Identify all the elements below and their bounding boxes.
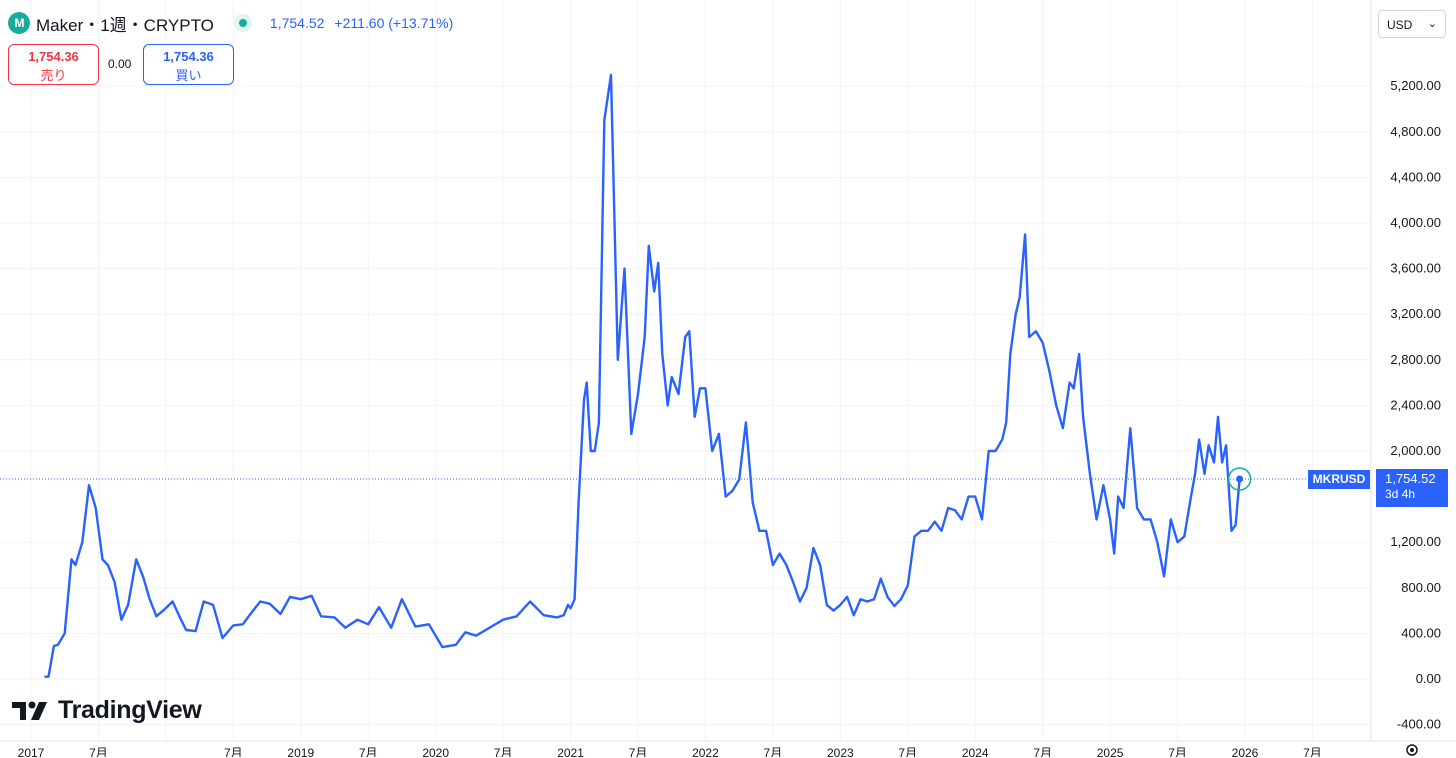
tradingview-brand[interactable]: TradingView	[12, 696, 202, 725]
symbol-tag: MKRUSD	[1308, 470, 1370, 489]
y-tick-label: 3,200.00	[1390, 306, 1441, 321]
price-axis[interactable]: 5,200.00 4,800.00 4,400.00 4,000.00 3,600.00…	[1390, 78, 1441, 731]
y-tick-label: 5,200.00	[1390, 78, 1441, 93]
x-tick-label: 7月	[89, 746, 108, 757]
last-price: 1,754.52	[269, 15, 325, 31]
symbol-title[interactable]: Maker・1週・CRYPTO	[36, 15, 214, 35]
currency-value: USD	[1387, 18, 1413, 32]
symbol-legend: M Maker・1週・CRYPTO 1,754.52 +211.60 (+13.…	[8, 10, 453, 36]
y-tick-label: 2,800.00	[1390, 352, 1441, 367]
buy-button[interactable]: 1,754.36 買い	[143, 44, 234, 85]
y-tick-label: 400.00	[1401, 625, 1441, 640]
chevron-down-icon: ⌄	[1427, 18, 1437, 30]
chart-grid	[0, 0, 1371, 741]
settings-gear-icon[interactable]	[1404, 742, 1420, 758]
market-status-icon[interactable]	[233, 14, 252, 32]
y-tick-label: 3,600.00	[1390, 261, 1441, 276]
currency-select[interactable]: USD ⌄	[1378, 10, 1446, 38]
x-tick-label: 7月	[764, 746, 783, 757]
spread-value: 0.00	[108, 57, 132, 71]
brand-name: TradingView	[58, 696, 202, 724]
x-tick-label: 7月	[359, 746, 378, 757]
x-tick-label: 2021	[557, 746, 584, 757]
x-tick-label: 7月	[629, 746, 648, 757]
x-tick-label: 7月	[898, 746, 917, 757]
x-tick-label: 7月	[1168, 746, 1187, 757]
x-tick-label: 2022	[692, 746, 719, 757]
x-tick-label: 7月	[1303, 746, 1322, 757]
y-tick-label: -400.00	[1397, 717, 1441, 732]
x-tick-label: 2019	[287, 746, 314, 757]
x-tick-label: 2024	[962, 746, 989, 757]
maker-logo-icon: M	[8, 12, 30, 34]
y-tick-label: 4,400.00	[1390, 169, 1441, 184]
last-point[interactable]	[1236, 475, 1244, 483]
series-line	[44, 73, 1241, 678]
tradingview-logo-icon	[12, 701, 47, 720]
current-price-tag: 1,754.52 3d 4h	[1376, 469, 1448, 507]
sell-label: 売り	[40, 68, 67, 83]
y-tick-label: 2,400.00	[1390, 397, 1441, 412]
y-tick-label: 800.00	[1401, 580, 1441, 595]
x-tick-label: 2025	[1097, 746, 1124, 757]
current-price-value: 1,754.52	[1385, 471, 1436, 486]
x-tick-label: 7月	[1033, 746, 1052, 757]
x-tick-label: 2017	[18, 746, 45, 757]
x-tick-label: 2026	[1232, 746, 1259, 757]
y-tick-label: 4,000.00	[1390, 215, 1441, 230]
x-tick-label: 7月	[494, 746, 513, 757]
buy-price: 1,754.36	[163, 49, 214, 64]
y-tick-label: 0.00	[1416, 671, 1441, 686]
price-change: +211.60 (+13.71%)	[334, 15, 454, 31]
buy-label: 買い	[175, 68, 202, 83]
y-tick-label: 2,000.00	[1390, 443, 1441, 458]
time-axis[interactable]: 2017 7月 7月 2019 7月 2020 7月 2021 7月 2022 7月 2023 7月 20…	[18, 746, 1322, 757]
last-point-halo	[1227, 467, 1252, 491]
y-tick-label: 1,200.00	[1390, 534, 1441, 549]
x-tick-label: 2023	[827, 746, 854, 757]
sell-button[interactable]: 1,754.36 売り	[8, 44, 99, 85]
x-tick-label: 2020	[422, 746, 449, 757]
bar-countdown: 3d 4h	[1385, 487, 1416, 501]
y-tick-label: 4,800.00	[1390, 124, 1441, 139]
sell-price: 1,754.36	[28, 49, 79, 64]
x-tick-label: 7月	[224, 746, 243, 757]
